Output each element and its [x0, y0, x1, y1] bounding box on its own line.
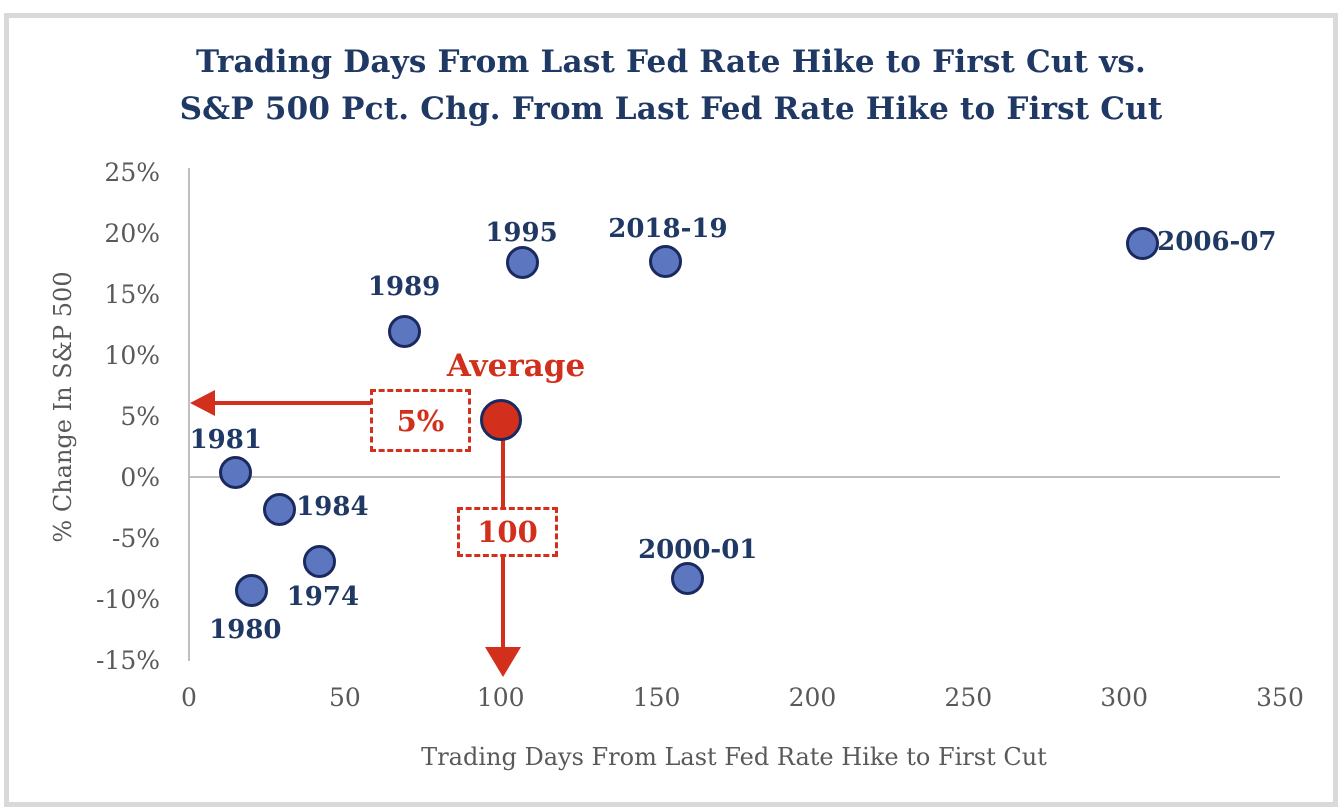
- data-point-1995: [506, 246, 540, 280]
- zero-gridline: [189, 476, 1280, 478]
- y-tick-label--15: -15%: [95, 645, 160, 675]
- data-point-1980: [234, 574, 268, 608]
- data-point-1981: [219, 456, 253, 490]
- data-point-label-2006-07: 2006-07: [1157, 227, 1277, 258]
- data-point-label-1989: 1989: [367, 272, 441, 303]
- data-point-label-2000-01: 2000-01: [638, 534, 758, 565]
- y-tick-label--5: -5%: [111, 523, 160, 553]
- y-tick-label-0: 0%: [120, 462, 160, 492]
- data-point-label-1980: 1980: [209, 614, 282, 645]
- data-point-label-1981: 1981: [189, 424, 262, 455]
- y-tick-label-5: 5%: [120, 401, 160, 431]
- data-point-1989: [387, 314, 421, 348]
- average-pct-arrow-line: [213, 401, 371, 405]
- data-point-2018-19: [649, 245, 683, 279]
- x-tick-label-150: 150: [632, 683, 681, 712]
- data-point-label-2018-19: 2018-19: [608, 213, 728, 244]
- x-tick-label-100: 100: [476, 683, 525, 712]
- x-tick-label-250: 250: [944, 683, 993, 712]
- y-tick-label-10: 10%: [104, 340, 160, 370]
- average-days-value: 100: [477, 515, 538, 549]
- data-point-1984: [262, 492, 296, 526]
- data-point-2006-07: [1126, 226, 1160, 260]
- x-axis-title: Trading Days From Last Fed Rate Hike to …: [421, 743, 1047, 771]
- left-arrow-icon: [190, 390, 215, 416]
- average-days-arrow-line-upper: [501, 439, 505, 508]
- average-days-callout-box: 100: [457, 507, 558, 557]
- average-point: [479, 399, 522, 442]
- data-point-label-1995: 1995: [485, 217, 558, 248]
- down-arrow-icon: [485, 647, 521, 677]
- chart-title-line1: Trading Days From Last Fed Rate Hike to …: [195, 44, 1147, 80]
- chart-title: Trading Days From Last Fed Rate Hike to …: [0, 39, 1342, 133]
- chart-frame-border: [4, 13, 1338, 807]
- y-axis-line: [188, 168, 190, 661]
- y-tick-label-20: 20%: [104, 218, 160, 248]
- data-point-label-1974: 1974: [286, 581, 360, 612]
- x-tick-label-50: 50: [328, 683, 361, 712]
- data-point-label-1984: 1984: [296, 492, 369, 523]
- x-tick-label-200: 200: [788, 683, 837, 712]
- average-label: Average: [446, 348, 586, 384]
- data-point-2000-01: [671, 562, 705, 596]
- x-tick-label-300: 300: [1100, 683, 1148, 712]
- x-tick-label-0: 0: [181, 683, 197, 712]
- chart-title-line2: S&P 500 Pct. Chg. From Last Fed Rate Hik…: [179, 91, 1163, 127]
- data-point-1974: [303, 545, 337, 579]
- average-pct-value: 5%: [396, 403, 445, 438]
- x-tick-label-350: 350: [1256, 683, 1304, 712]
- y-tick-label--10: -10%: [95, 584, 160, 614]
- y-tick-label-25: 25%: [104, 157, 160, 187]
- y-tick-label-15: 15%: [104, 279, 160, 309]
- average-days-arrow-line-lower: [501, 556, 505, 648]
- average-pct-callout-box: 5%: [370, 389, 471, 452]
